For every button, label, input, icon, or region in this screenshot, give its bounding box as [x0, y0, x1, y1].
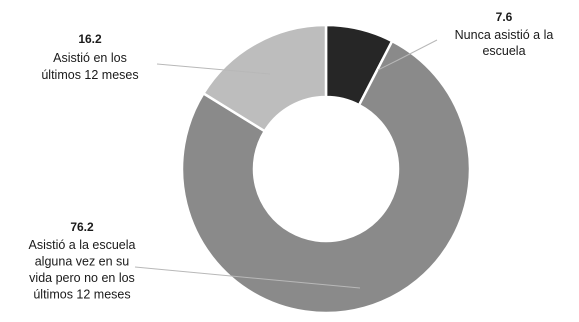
- slice-category-label-line: Nunca asistió a la: [455, 28, 554, 42]
- leader-line-3: [156, 63, 271, 75]
- leader-lines-layer: [134, 39, 438, 289]
- slice-value-label-1: 7.6: [496, 10, 513, 24]
- donut-slice-2: [180, 39, 472, 315]
- leader-line-2: [134, 266, 361, 289]
- donut-slice-3: [201, 23, 328, 133]
- slices-layer: [180, 23, 472, 315]
- slice-category-label-1: Nunca asistió a la escuela: [455, 28, 554, 58]
- leader-line-1: [377, 39, 438, 71]
- slice-value-label-2: 76.2: [70, 220, 94, 234]
- slice-category-label-line: escuela: [482, 44, 525, 58]
- slice-value-label-3: 16.2: [78, 32, 102, 46]
- slice-category-label-line: Asistió en los: [53, 51, 127, 65]
- slice-category-label-line: vida pero no en los: [29, 271, 135, 285]
- slice-category-label-line: alguna vez en su: [35, 255, 130, 269]
- slice-category-label-2: Asistió a la escuela alguna vez en su vida…: [28, 238, 135, 302]
- labels-layer: 7.6 Nunca asistió a la escuela 76.2 Asistió …: [28, 10, 553, 302]
- slice-category-label-line: Asistió a la escuela: [28, 238, 135, 252]
- slice-category-label-line: últimos 12 meses: [33, 288, 130, 302]
- slice-category-label-3: Asistió en los últimos 12 meses: [41, 51, 138, 82]
- slice-category-label-line: últimos 12 meses: [41, 68, 138, 82]
